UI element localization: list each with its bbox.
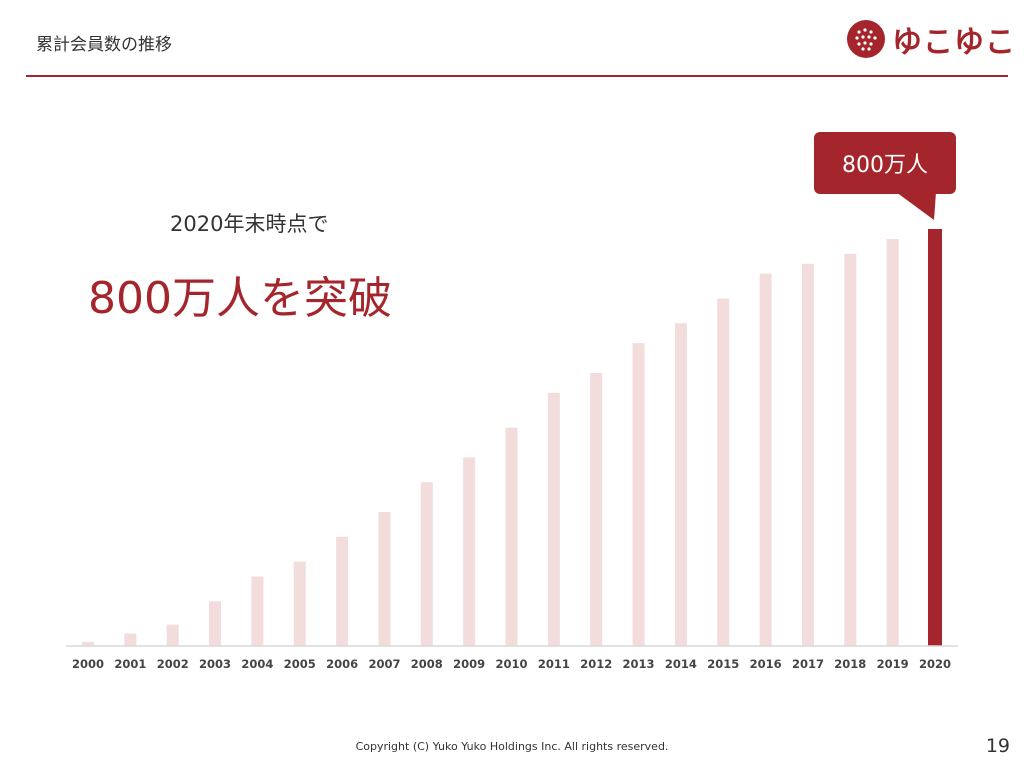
- x-tick-label: 2007: [368, 657, 400, 671]
- bar-2011: [547, 392, 560, 646]
- bar-2017: [801, 263, 814, 646]
- bar-2015: [717, 298, 730, 646]
- x-tick-label: 2002: [157, 657, 189, 671]
- x-tick-label: 2001: [114, 657, 146, 671]
- bar-2005: [293, 561, 306, 646]
- x-axis-ticks: 2000 2001 2002 2003 2004 2005 2006 2007 2008 2009…: [72, 657, 951, 671]
- x-tick-label: 2012: [580, 657, 612, 671]
- logo-dots-icon: [847, 20, 885, 58]
- bar-2004: [251, 576, 264, 646]
- bar-2009: [463, 457, 476, 646]
- x-tick-label: 2011: [538, 657, 570, 671]
- logo-text: ゆこゆこ: [892, 25, 1016, 60]
- headline: 800万人を突破: [88, 273, 392, 324]
- subheadline: 2020年末時点で: [170, 212, 329, 236]
- x-tick-label: 2020: [919, 657, 951, 671]
- x-tick-label: 2009: [453, 657, 485, 671]
- bar-2008: [420, 482, 433, 646]
- bar-2002: [166, 624, 179, 646]
- company-logo: ゆこゆこ: [846, 17, 1016, 61]
- bar-group: [82, 229, 942, 647]
- x-tick-label: 2015: [707, 657, 739, 671]
- bar-2001: [124, 633, 137, 646]
- copyright-footer: Copyright (C) Yuko Yuko Holdings Inc. Al…: [355, 740, 669, 753]
- x-tick-label: 2003: [199, 657, 231, 671]
- x-tick-label: 2010: [495, 657, 527, 671]
- bar-2016: [759, 273, 772, 646]
- bar-2003: [209, 601, 222, 646]
- bar-2018: [844, 253, 857, 647]
- bar-2020: [928, 229, 942, 646]
- page-title: 累計会員数の推移: [36, 35, 172, 55]
- bar-2010: [505, 427, 518, 646]
- x-tick-label: 2013: [623, 657, 655, 671]
- x-tick-label: 2019: [877, 657, 909, 671]
- x-tick-label: 2016: [750, 657, 782, 671]
- x-tick-label: 2014: [665, 657, 697, 671]
- x-tick-label: 2000: [72, 657, 104, 671]
- bar-2007: [378, 511, 391, 646]
- callout-tail: [896, 192, 936, 220]
- bar-2013: [632, 343, 645, 646]
- x-tick-label: 2017: [792, 657, 824, 671]
- bar-2012: [590, 372, 603, 646]
- bar-2014: [674, 323, 687, 646]
- callout-bubble: 800万人: [814, 132, 956, 194]
- bar-2019: [886, 238, 899, 646]
- bar-2000: [82, 642, 94, 646]
- x-tick-label: 2006: [326, 657, 358, 671]
- bar-2006: [336, 536, 349, 646]
- x-tick-label: 2008: [411, 657, 443, 671]
- x-tick-label: 2004: [241, 657, 273, 671]
- x-tick-label: 2018: [834, 657, 866, 671]
- page-number: 19: [985, 735, 1010, 757]
- x-tick-label: 2005: [284, 657, 316, 671]
- header-divider: [26, 75, 1008, 77]
